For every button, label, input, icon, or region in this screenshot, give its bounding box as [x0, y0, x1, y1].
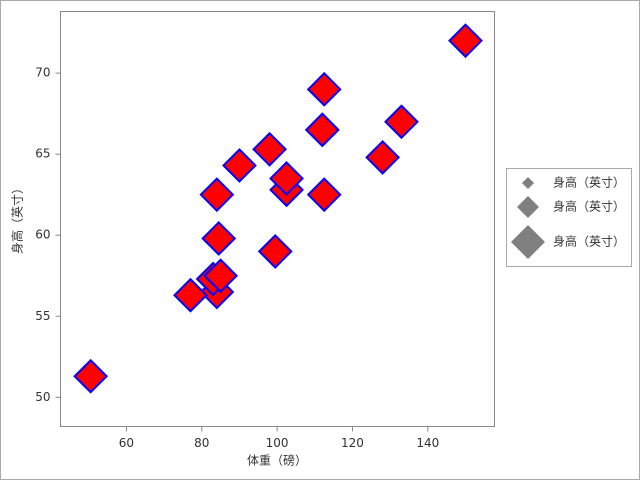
- y-tick-label: 50: [35, 390, 50, 404]
- legend-label: 身高（英寸）: [553, 199, 625, 214]
- y-axis-label: 身高（英寸）: [10, 182, 25, 254]
- point: [365, 139, 401, 175]
- point: [252, 131, 288, 167]
- x-axis-label: 体重（磅）: [247, 453, 307, 468]
- y-tick-label: 55: [35, 309, 50, 323]
- point: [201, 221, 237, 256]
- point: [173, 277, 208, 313]
- x-tick-label: 120: [341, 436, 364, 450]
- point: [73, 358, 109, 394]
- x-tick-label: 80: [194, 436, 209, 450]
- x-tick-label: 100: [266, 436, 289, 450]
- point: [306, 177, 342, 213]
- point: [199, 177, 235, 213]
- y-tick-label: 70: [35, 66, 50, 80]
- legend-marker: [517, 196, 539, 218]
- legend-label: 身高（英寸）: [553, 234, 625, 249]
- point: [203, 258, 239, 294]
- point: [269, 161, 304, 196]
- point: [222, 148, 257, 183]
- x-tick-label: 140: [416, 436, 439, 450]
- x-tick-label: 60: [119, 436, 134, 450]
- y-tick-label: 60: [35, 228, 50, 242]
- legend-marker: [522, 177, 534, 189]
- point: [448, 23, 483, 59]
- y-tick-label: 65: [35, 147, 50, 161]
- point: [384, 104, 419, 140]
- legend-label: 身高（英寸）: [553, 175, 625, 190]
- point: [257, 234, 293, 269]
- point: [304, 112, 340, 148]
- legend-marker: [511, 225, 545, 259]
- point: [306, 71, 342, 107]
